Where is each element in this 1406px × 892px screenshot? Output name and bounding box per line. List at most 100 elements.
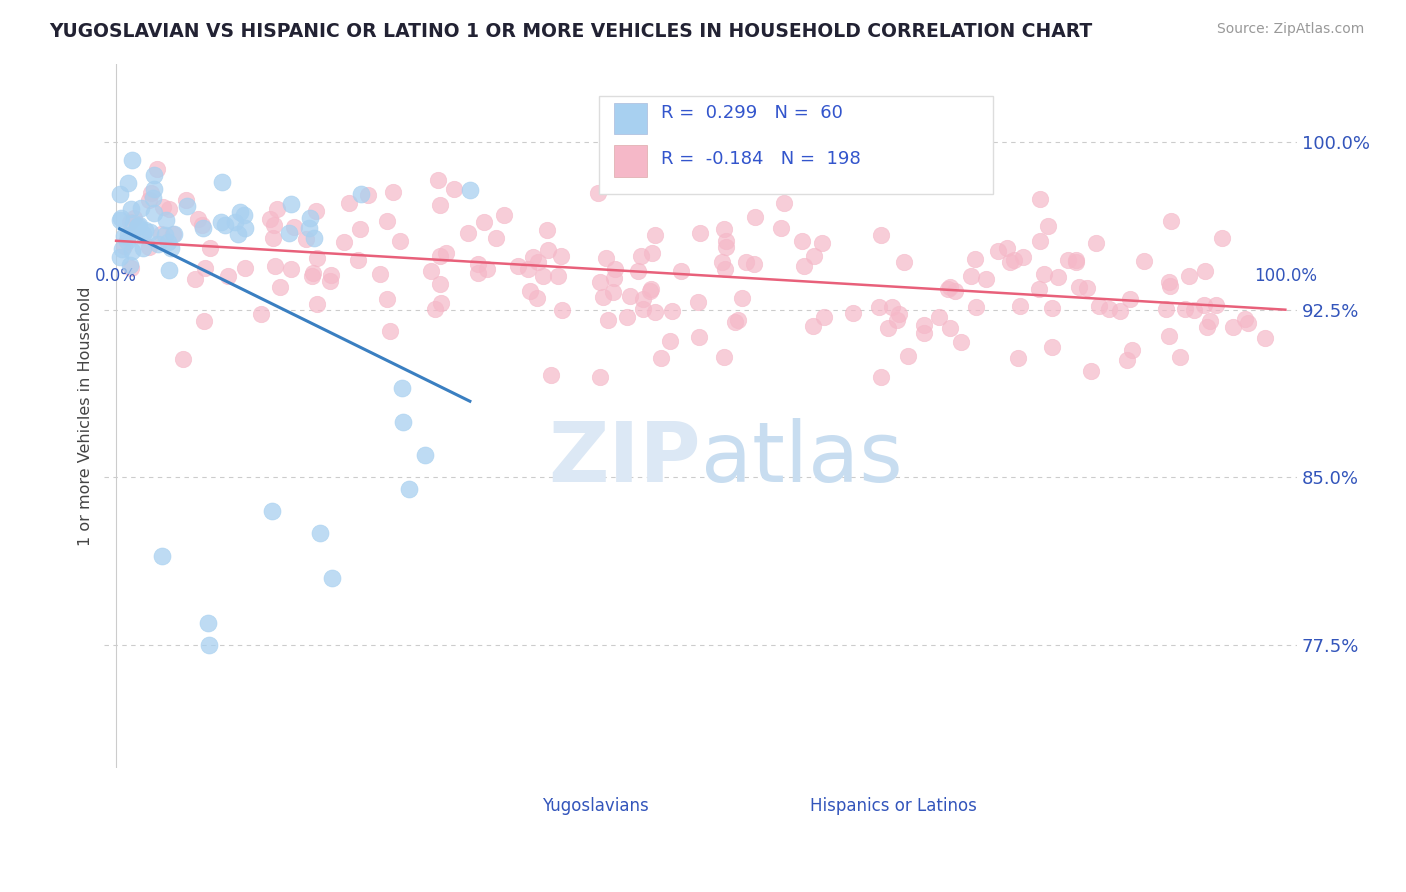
Point (1119, 292, 1142, 306)
Point (650, 351, 672, 365)
FancyBboxPatch shape (599, 95, 993, 194)
Point (146, 236, 169, 251)
Point (193, 220, 215, 235)
Point (1032, 268, 1054, 282)
Point (142, 191, 165, 205)
Point (734, 255, 756, 269)
Point (434, 246, 457, 260)
Point (536, 223, 558, 237)
Point (619, 288, 641, 302)
Point (939, 320, 962, 334)
Point (1237, 316, 1260, 330)
Point (339, 196, 361, 211)
Point (472, 215, 495, 229)
Point (120, 260, 142, 275)
Point (232, 208, 254, 222)
Point (869, 227, 891, 242)
Point (1010, 299, 1032, 313)
Point (641, 246, 664, 260)
Point (108, 187, 131, 202)
Point (770, 221, 793, 235)
Point (120, 259, 142, 273)
Point (391, 415, 413, 429)
Point (278, 226, 301, 240)
Point (295, 232, 318, 246)
Point (1040, 339, 1063, 353)
Point (125, 220, 148, 235)
Point (1160, 214, 1182, 228)
Point (714, 240, 737, 254)
Point (1234, 311, 1257, 326)
Point (868, 300, 890, 314)
Point (262, 231, 284, 245)
Point (138, 225, 160, 239)
Point (233, 220, 256, 235)
Point (280, 261, 302, 276)
Point (1195, 319, 1218, 334)
Point (209, 215, 232, 229)
Point (157, 235, 180, 249)
Point (129, 201, 152, 215)
Point (389, 235, 412, 249)
Point (995, 241, 1018, 255)
Point (484, 231, 506, 245)
Point (193, 314, 215, 328)
Bar (766, 798, 801, 819)
Point (420, 263, 443, 277)
Point (1029, 192, 1052, 206)
Point (889, 307, 911, 321)
Point (882, 301, 904, 315)
Point (949, 335, 972, 350)
Point (263, 218, 285, 232)
Point (152, 200, 174, 214)
Point (152, 549, 174, 563)
Point (160, 241, 183, 255)
Point (378, 324, 401, 338)
Point (214, 218, 236, 232)
Point (1199, 313, 1222, 327)
Point (550, 249, 572, 263)
Text: ZIP: ZIP (548, 417, 700, 499)
Point (1157, 328, 1180, 343)
Text: 100.0%: 100.0% (1254, 267, 1317, 285)
Point (229, 204, 252, 219)
Point (1076, 280, 1098, 294)
Point (211, 176, 233, 190)
Point (506, 259, 529, 273)
Point (301, 266, 323, 280)
Bar (613, 103, 647, 135)
Point (943, 285, 966, 299)
Point (190, 218, 212, 232)
Text: Source: ZipAtlas.com: Source: ZipAtlas.com (1216, 22, 1364, 37)
Point (1211, 231, 1233, 245)
Point (1084, 235, 1107, 250)
Point (115, 234, 138, 248)
Point (269, 279, 291, 293)
Point (297, 220, 319, 235)
Point (357, 188, 380, 202)
Point (713, 222, 735, 236)
Point (139, 186, 162, 200)
Point (120, 202, 142, 216)
Point (492, 208, 515, 222)
Point (301, 268, 323, 283)
Point (347, 252, 370, 267)
Point (429, 198, 451, 212)
Point (121, 153, 143, 167)
Point (676, 169, 699, 184)
Text: Yugoslavians: Yugoslavians (543, 797, 648, 815)
Point (1064, 255, 1087, 269)
Bar (498, 798, 534, 819)
Point (429, 249, 451, 263)
Point (876, 321, 898, 335)
Point (321, 571, 343, 585)
Point (928, 310, 950, 324)
Point (1194, 263, 1216, 277)
Point (522, 250, 544, 264)
Point (897, 350, 920, 364)
Point (811, 235, 834, 250)
Point (305, 203, 328, 218)
Point (302, 231, 325, 245)
Point (128, 218, 150, 232)
Point (1116, 353, 1139, 368)
